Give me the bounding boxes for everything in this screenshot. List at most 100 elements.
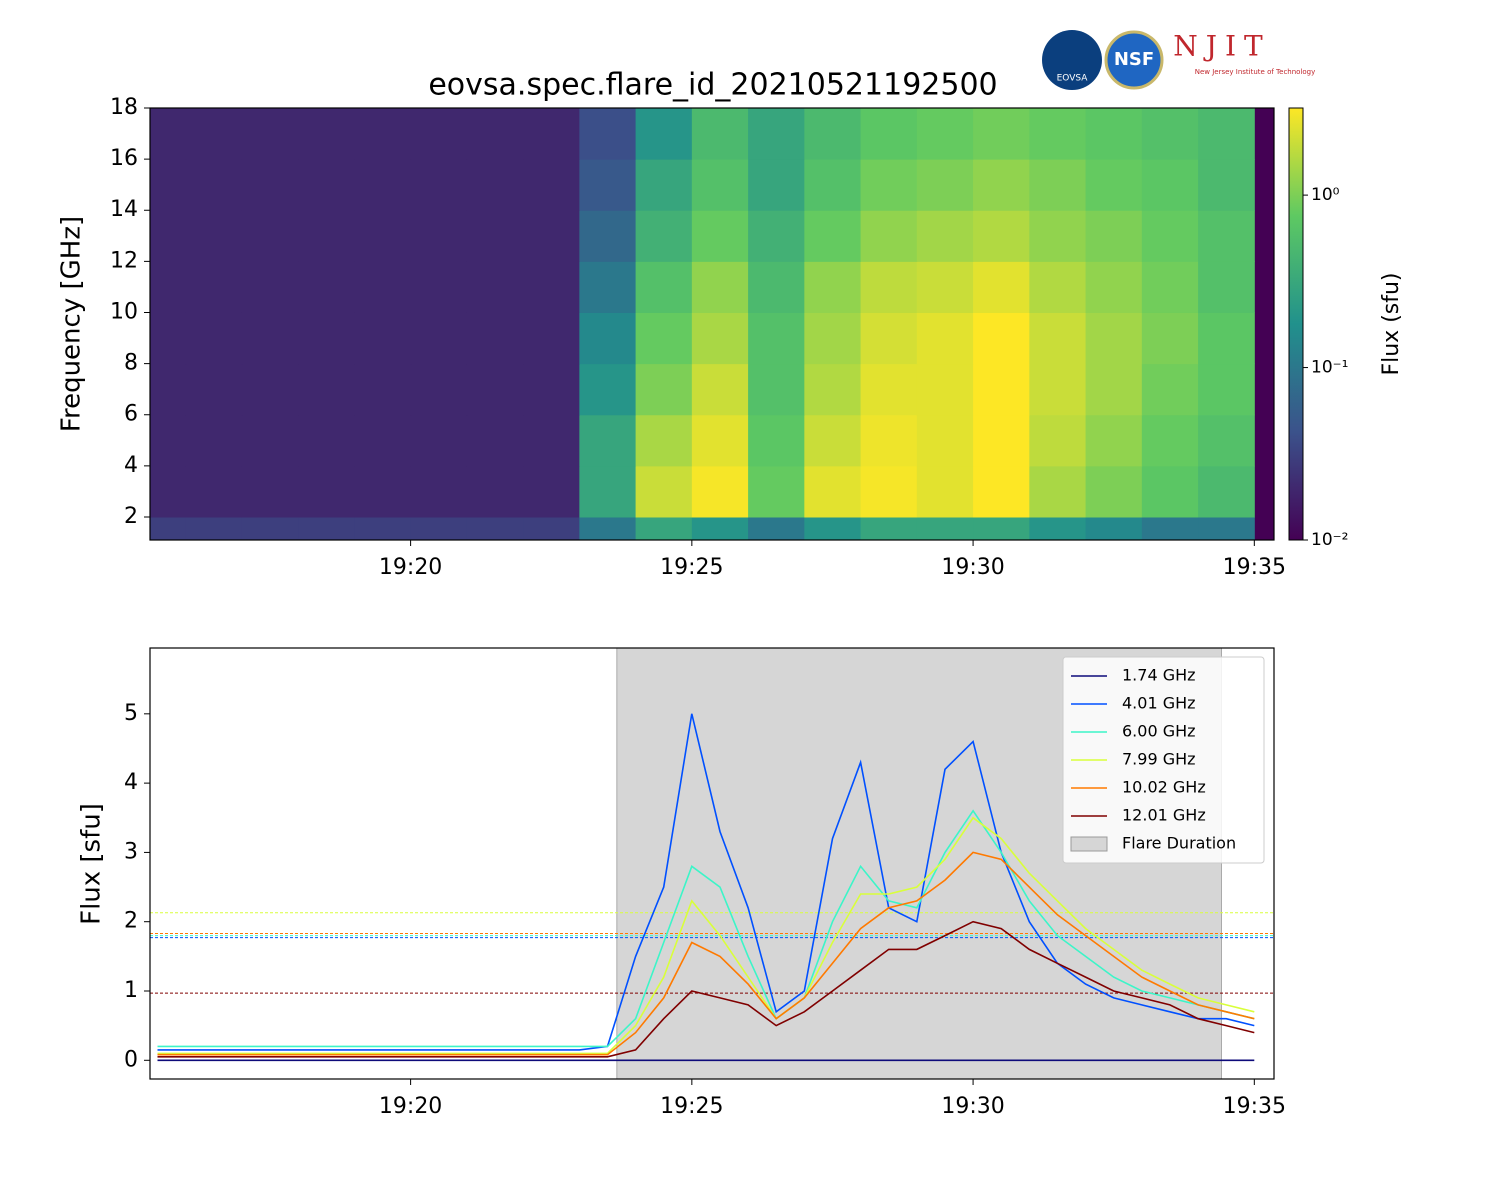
y-tick-label: 14 <box>110 197 138 222</box>
heatmap-cell <box>1085 465 1143 518</box>
heatmap-cell <box>916 414 974 467</box>
heatmap-cell <box>635 210 693 262</box>
y-tick-label: 4 <box>124 770 138 795</box>
heatmap-cell <box>185 210 243 262</box>
heatmap-cell <box>466 159 524 211</box>
series-line <box>157 713 1255 1051</box>
colorbar-tick-label: 10⁻¹ <box>1311 358 1348 378</box>
heatmap-cell <box>410 465 468 518</box>
legend-box <box>1062 656 1265 864</box>
eovsa-logo <box>1042 30 1102 90</box>
heatmap-cell <box>150 363 187 416</box>
heatmap-cell <box>150 312 187 365</box>
legend-swatch <box>1070 836 1108 852</box>
heatmap-cell <box>1198 261 1255 313</box>
heatmap-cell <box>150 261 187 313</box>
x-tick-label: 19:25 <box>660 1094 723 1119</box>
heatmap-cell <box>410 363 468 416</box>
heatmap-cell <box>635 363 693 416</box>
heatmap-cell <box>973 414 1030 467</box>
heatmap-cell <box>354 312 412 365</box>
plot-frame <box>149 107 1275 541</box>
y-tick-label: 0 <box>124 1047 138 1072</box>
chart-title: eovsa.spec.flare_id_20210521192500 <box>428 68 997 103</box>
heatmap-cell <box>1085 210 1143 262</box>
heatmap-cell <box>1085 159 1143 211</box>
colorbar-tick-label: 10⁻² <box>1311 530 1348 550</box>
heatmap-cell <box>579 312 637 365</box>
heatmap-cell <box>1029 516 1087 540</box>
heatmap-cell <box>635 159 693 211</box>
heatmap-cell <box>691 363 749 416</box>
heatmap-cell <box>241 465 299 518</box>
y-tick-label: 18 <box>110 95 138 120</box>
x-tick-label: 19:30 <box>941 1094 1004 1119</box>
heatmap-cell <box>185 516 243 540</box>
heatmap-cell <box>1085 363 1143 416</box>
heatmap-cell <box>1198 108 1255 160</box>
heatmap-cell <box>916 312 974 365</box>
logo-text: NSF <box>1114 49 1154 70</box>
series-line <box>157 816 1255 1055</box>
heatmap-cell <box>973 516 1030 540</box>
heatmap-cell <box>916 159 974 211</box>
heatmap-cell <box>354 108 412 160</box>
series-line <box>157 851 1255 1056</box>
heatmap-cell <box>185 108 243 160</box>
heatmap-cell <box>860 210 918 262</box>
heatmap-cell <box>354 363 412 416</box>
heatmap-cell <box>298 312 355 365</box>
heatmap-cell <box>804 210 862 262</box>
heatmap-cell <box>1141 363 1199 416</box>
series-line <box>157 809 1255 1048</box>
series-line <box>157 920 1255 1058</box>
heatmap-cell <box>354 261 412 313</box>
heatmap-cell <box>1029 108 1087 160</box>
heatmap-cell <box>748 312 805 365</box>
heatmap-cell <box>691 516 749 540</box>
heatmap-cell <box>973 108 1030 160</box>
heatmap-cell <box>1029 465 1087 518</box>
heatmap-cell <box>748 516 805 540</box>
heatmap-cell <box>1198 159 1255 211</box>
heatmap-cell <box>691 312 749 365</box>
heatmap-cell <box>241 516 299 540</box>
heatmap-cell <box>916 108 974 160</box>
heatmap-cell <box>1198 465 1255 518</box>
heatmap-cell <box>410 414 468 467</box>
heatmap-cell <box>185 261 243 313</box>
logo-text: EOVSA <box>1057 74 1089 84</box>
heatmap-cell <box>579 465 637 518</box>
heatmap-cell <box>466 261 524 313</box>
heatmap-cell <box>523 261 580 313</box>
heatmap-cell <box>579 516 637 540</box>
heatmap-cell <box>804 261 862 313</box>
heatmap-cell <box>1029 414 1087 467</box>
heatmap-cell <box>1141 414 1199 467</box>
heatmap-cell <box>466 465 524 518</box>
heatmap-cell <box>1198 312 1255 365</box>
heatmap-cell <box>241 108 299 160</box>
x-tick-label: 19:20 <box>379 1094 442 1119</box>
heatmap-cell <box>1029 159 1087 211</box>
heatmap-cell <box>466 210 524 262</box>
x-tick-label: 19:35 <box>1223 1094 1286 1119</box>
x-tick-label: 19:35 <box>1223 555 1286 580</box>
heatmap-cell <box>635 465 693 518</box>
heatmap-cell <box>150 414 187 467</box>
colorbar-tick-label: 10⁰ <box>1311 185 1340 205</box>
heatmap-cell <box>860 363 918 416</box>
y-tick-label: 10 <box>110 299 138 324</box>
heatmap-cell <box>466 108 524 160</box>
heatmap-cell <box>579 414 637 467</box>
heatmap-cell <box>466 516 524 540</box>
heatmap-cell <box>298 108 355 160</box>
heatmap-cell <box>916 210 974 262</box>
heatmap-cell <box>579 159 637 211</box>
heatmap-cell <box>579 210 637 262</box>
y-axis-label: Flux [sfu] <box>77 803 107 925</box>
y-axis-label: Frequency [GHz] <box>57 216 87 432</box>
heatmap-cell <box>804 108 862 160</box>
heatmap-cell <box>804 159 862 211</box>
x-tick-label: 19:20 <box>379 555 442 580</box>
